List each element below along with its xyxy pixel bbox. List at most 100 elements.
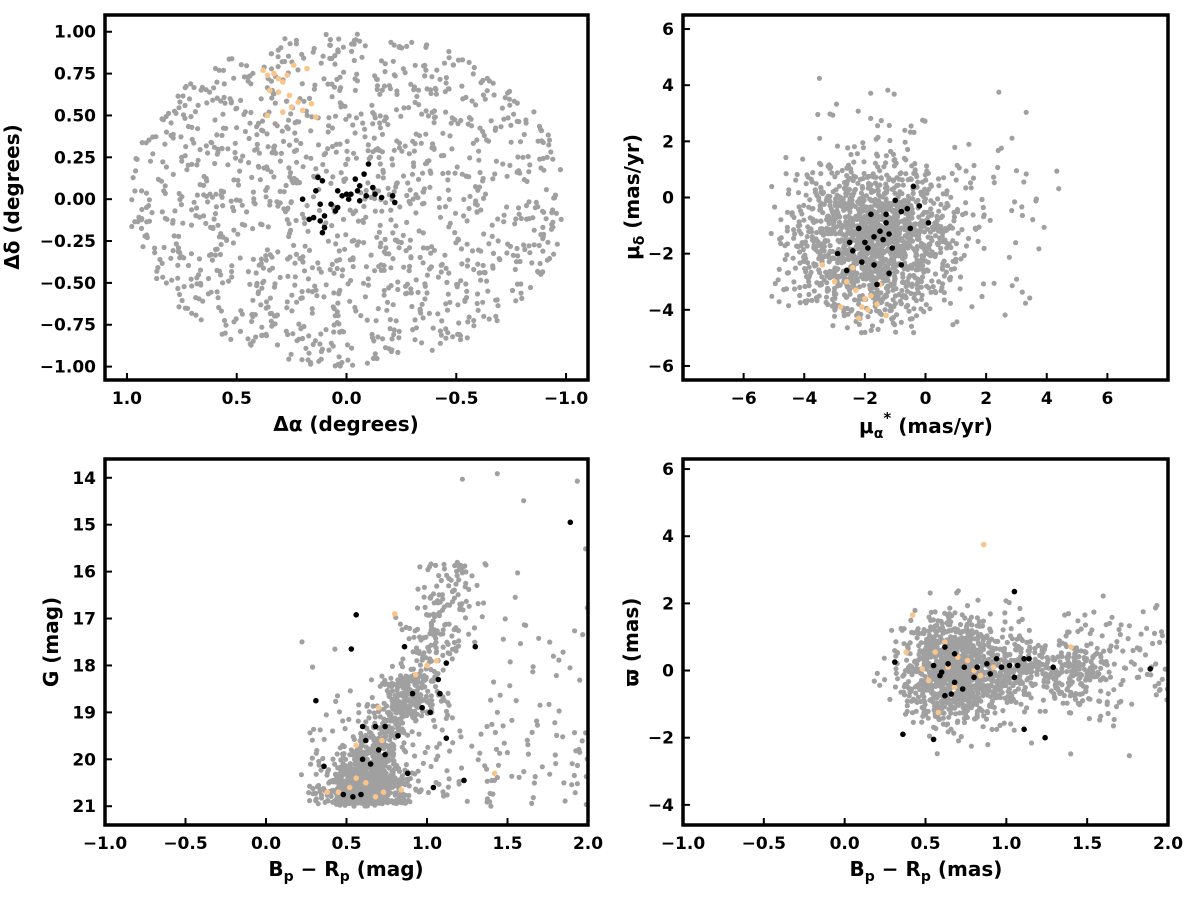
field-point [811, 288, 817, 294]
field-point [209, 257, 215, 263]
field-point [507, 659, 513, 665]
members-point [313, 188, 319, 194]
field-point [374, 234, 380, 240]
field-point [864, 262, 870, 268]
field-point [482, 269, 488, 275]
field-point [467, 193, 473, 199]
field-point [369, 102, 375, 108]
field-point [832, 174, 838, 180]
field-point [922, 118, 928, 124]
field-point [446, 621, 452, 627]
field-point [275, 64, 281, 70]
field-point [430, 141, 436, 147]
field-point [334, 751, 340, 757]
field-point [1036, 246, 1042, 252]
field-point [493, 158, 499, 164]
field-point [407, 237, 413, 243]
field-point [479, 614, 485, 620]
field-point [365, 180, 371, 186]
field-point [337, 777, 343, 784]
members-point [877, 228, 883, 234]
field-point [881, 257, 887, 263]
field-point [419, 301, 425, 307]
field-point [343, 116, 349, 122]
field-point [859, 250, 865, 256]
field-point [372, 208, 378, 214]
field-point [163, 280, 169, 286]
field-point [323, 282, 329, 288]
field-point [784, 209, 791, 215]
field-point [420, 170, 426, 176]
field-point [332, 363, 338, 369]
field-point [541, 209, 547, 215]
field-point [410, 138, 416, 144]
field-point [474, 582, 480, 589]
field-point [325, 767, 332, 773]
field-point [340, 761, 346, 767]
y-tick-label: 0.25 [54, 148, 96, 168]
field-point [452, 117, 458, 123]
field-point [441, 566, 448, 572]
field-point [188, 222, 195, 228]
field-point [362, 294, 368, 300]
field-point [396, 777, 403, 783]
members-point [886, 270, 892, 277]
field-point [469, 98, 475, 104]
field-point [784, 252, 790, 258]
field-point [289, 292, 295, 298]
field-point [409, 303, 415, 310]
field-point [193, 312, 199, 318]
field-point [215, 146, 221, 152]
members-point [313, 697, 319, 704]
field-point [995, 164, 1001, 171]
field-point [283, 98, 289, 104]
field-point [365, 282, 371, 288]
highlight-point [264, 112, 271, 119]
field-point [834, 273, 840, 279]
field-point [894, 269, 900, 275]
field-point [256, 150, 262, 156]
members-point [315, 174, 321, 181]
field-point [394, 88, 400, 94]
field-point [221, 81, 227, 87]
field-point [195, 102, 201, 108]
field-point [310, 341, 316, 348]
field-point [998, 145, 1004, 151]
field-point [268, 318, 274, 324]
field-point [420, 245, 426, 251]
field-point [195, 272, 202, 278]
field-point [947, 300, 954, 306]
field-point [466, 586, 472, 593]
field-point [898, 319, 904, 325]
field-point [529, 260, 535, 266]
field-point [929, 224, 936, 230]
field-point [329, 223, 335, 229]
field-point [329, 94, 335, 100]
panel-sky-ylabel: Δδ (degrees) [0, 124, 24, 270]
field-point [382, 69, 388, 75]
field-point [398, 710, 404, 716]
field-point [408, 81, 414, 87]
field-point [881, 272, 888, 278]
field-point [241, 111, 247, 117]
field-point [252, 147, 258, 153]
field-point [449, 715, 455, 721]
field-point [147, 158, 154, 164]
field-point [897, 171, 903, 177]
field-point [1009, 636, 1015, 642]
field-point [369, 694, 375, 701]
field-point [490, 80, 496, 86]
field-point [381, 706, 387, 712]
field-point [292, 120, 298, 126]
field-point [772, 280, 778, 287]
field-point [223, 236, 229, 242]
field-point [429, 74, 435, 80]
field-point [424, 245, 430, 251]
field-point [345, 156, 351, 162]
field-point [954, 162, 960, 168]
field-point [215, 222, 221, 228]
field-point [829, 170, 835, 176]
field-point [379, 208, 385, 214]
field-point [366, 156, 372, 162]
field-point [152, 245, 158, 251]
